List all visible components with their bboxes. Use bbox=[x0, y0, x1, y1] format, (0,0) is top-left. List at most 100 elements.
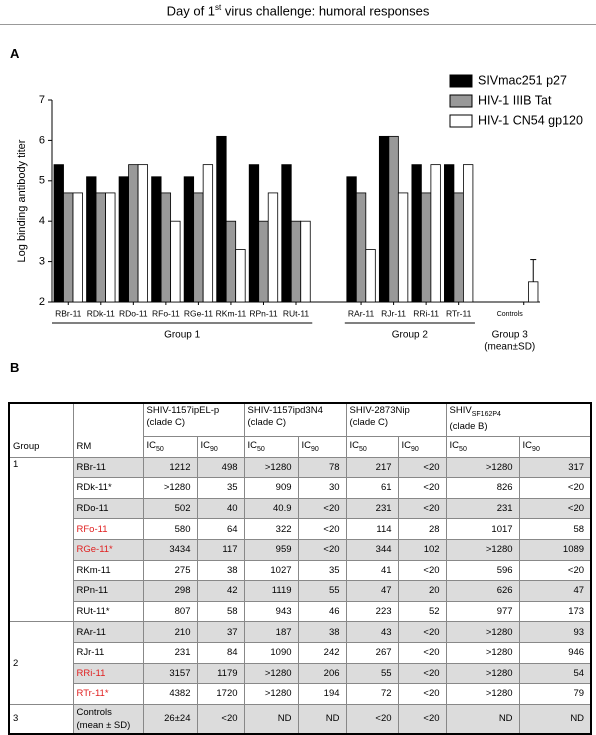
value-cell: 267 bbox=[345, 641, 399, 664]
value-cell: 231 bbox=[142, 641, 198, 664]
value-cell: <20 bbox=[397, 621, 447, 643]
value-cell: 194 bbox=[297, 683, 347, 705]
data-row: RPn-11 298 42 1119 55 47 20 626 47 bbox=[9, 580, 592, 602]
value-cell: 1119 bbox=[243, 580, 299, 602]
x-tick-label: RDk-11 bbox=[87, 308, 115, 318]
value-cell: 37 bbox=[196, 621, 245, 643]
data-row: 3 Controls (mean ± SD) 26±24 <20 ND ND <20 <20 ND… bbox=[8, 703, 592, 735]
value-cell: <20 bbox=[196, 703, 245, 735]
value-cell: <20 bbox=[397, 497, 447, 520]
value-cell: >1280 bbox=[243, 456, 299, 479]
value-cell: 102 bbox=[397, 538, 447, 561]
virus-header: SHIV-1157ipd3N4 (clade C) bbox=[243, 402, 347, 437]
virus-name: SHIV-1157ipEL-p bbox=[146, 405, 220, 416]
bar bbox=[151, 176, 162, 303]
value-cell: <20 bbox=[397, 559, 447, 582]
value-cell: 206 bbox=[297, 662, 347, 685]
value-cell: 580 bbox=[142, 518, 198, 540]
rm-name: RKm-11 bbox=[76, 564, 111, 576]
ic-main: IC bbox=[401, 440, 412, 452]
panel-label: A bbox=[10, 46, 20, 61]
error-bar bbox=[530, 259, 537, 282]
rm-name: RJr-11 bbox=[76, 647, 105, 659]
value-cell: ND bbox=[445, 703, 520, 735]
group-label: Group 1 bbox=[164, 330, 201, 341]
value-cell: 173 bbox=[518, 600, 592, 623]
value-cell: <20 bbox=[518, 477, 592, 499]
x-tick-label: RRi-11 bbox=[413, 308, 439, 318]
bar bbox=[202, 164, 214, 303]
value-cell: 58 bbox=[196, 600, 245, 623]
data-row: 2 RAr-11 210 37 187 38 43 <20 >1280 93 bbox=[8, 621, 592, 705]
bar bbox=[216, 135, 227, 303]
bar bbox=[420, 192, 432, 303]
virus-clade: (clade C) bbox=[146, 417, 186, 428]
x-tick-label: RBr-11 bbox=[55, 308, 82, 318]
rm-cell: RJr-11 bbox=[72, 641, 144, 664]
virus-header: SHIVSF162P4 (clade B) bbox=[445, 402, 592, 437]
x-tick-label: RUt-11 bbox=[283, 308, 310, 318]
value-cell: 84 bbox=[196, 641, 245, 664]
bar bbox=[137, 164, 148, 303]
virus-clade: (clade B) bbox=[449, 420, 488, 432]
title-rule bbox=[0, 24, 596, 25]
value-cell: 28 bbox=[397, 518, 447, 540]
value-cell: 64 bbox=[196, 518, 245, 540]
bar bbox=[86, 176, 97, 303]
rm-cell: RRi-11 bbox=[72, 662, 144, 685]
bar bbox=[397, 192, 409, 303]
group-header: Group bbox=[8, 436, 74, 458]
value-cell: 26±24 bbox=[142, 703, 198, 735]
ic-sub: 90 bbox=[210, 446, 218, 454]
data-row: RDk-11* >1280 35 909 30 61 <20 826 <20 bbox=[9, 477, 592, 499]
value-cell: 42 bbox=[196, 580, 245, 602]
group-cell: 3 bbox=[8, 703, 74, 735]
value-cell: 275 bbox=[142, 559, 198, 582]
ic-header: IC50 bbox=[345, 436, 399, 458]
y-tick-label: 5 bbox=[39, 175, 45, 187]
value-cell: 626 bbox=[445, 580, 520, 602]
value-cell: 1720 bbox=[196, 683, 245, 705]
rm-name: RBr-11 bbox=[76, 461, 106, 473]
y-tick-label: 3 bbox=[39, 256, 45, 268]
ic-header: IC90 bbox=[297, 436, 347, 458]
value-cell: 38 bbox=[196, 559, 245, 582]
value-cell: 1212 bbox=[142, 456, 198, 479]
value-cell: 231 bbox=[345, 497, 399, 520]
rm-name: RRi-11 bbox=[76, 667, 106, 679]
ic-main: IC bbox=[247, 440, 258, 452]
value-cell: >1280 bbox=[445, 456, 520, 479]
bar bbox=[355, 192, 367, 303]
rm-name: RAr-11 bbox=[76, 626, 106, 638]
bar bbox=[346, 176, 357, 303]
value-cell: 217 bbox=[345, 456, 399, 479]
virus-name: SHIV bbox=[449, 405, 472, 416]
value-cell: 47 bbox=[345, 580, 399, 602]
value-cell: 79 bbox=[518, 683, 592, 705]
header-cell bbox=[8, 402, 74, 437]
rm-cell: RAr-11 bbox=[72, 621, 144, 643]
header-row: Group RM IC50 IC90 IC50 IC90 IC50 IC90 IC50 IC90 bbox=[8, 436, 592, 458]
value-cell: 231 bbox=[445, 497, 520, 520]
value-cell: >1280 bbox=[445, 683, 520, 705]
rm-name: RTr-11* bbox=[76, 688, 109, 700]
value-cell: ND bbox=[297, 703, 347, 735]
value-cell: 322 bbox=[243, 518, 299, 540]
value-cell: 317 bbox=[518, 456, 592, 479]
bar bbox=[378, 135, 390, 303]
rm-note: (mean ± SD) bbox=[76, 719, 131, 731]
x-tick-label: Controls bbox=[497, 311, 524, 318]
value-cell: 35 bbox=[297, 559, 347, 582]
ic-main: IC bbox=[349, 440, 360, 452]
value-cell: 242 bbox=[297, 641, 347, 664]
value-cell: 117 bbox=[196, 538, 245, 561]
bar bbox=[118, 176, 129, 303]
bar bbox=[300, 220, 311, 303]
ic-header: IC90 bbox=[397, 436, 447, 458]
value-cell: >1280 bbox=[445, 538, 520, 561]
value-cell: 1179 bbox=[196, 662, 245, 685]
bar bbox=[105, 192, 116, 303]
bar bbox=[128, 164, 139, 303]
value-cell: >1280 bbox=[445, 621, 520, 643]
